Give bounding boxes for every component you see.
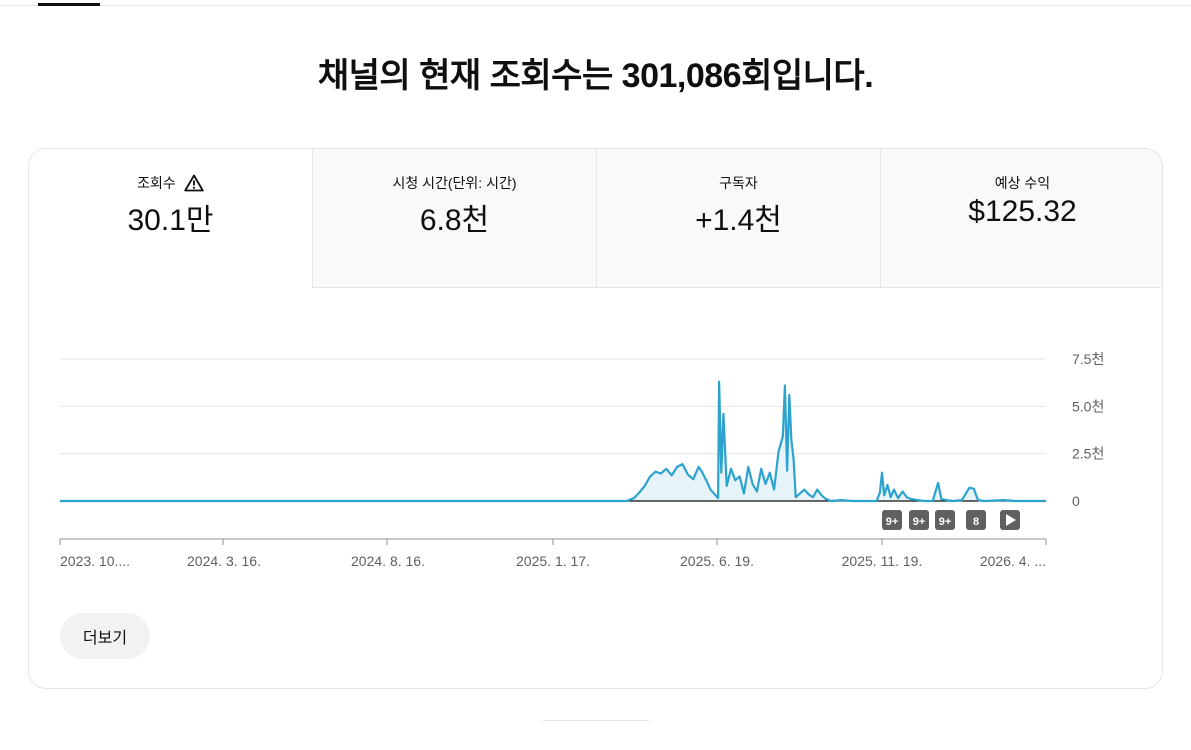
- metric-label: 조회수: [137, 175, 176, 191]
- svg-text:9+: 9+: [886, 516, 899, 528]
- event-marker[interactable]: 8: [966, 510, 986, 530]
- play-marker-icon[interactable]: [1000, 510, 1020, 530]
- metric-tab-watch-time[interactable]: 시청 시간(단위: 시간) 6.8천: [312, 149, 596, 288]
- x-tick-label: 2025. 11. 19.: [842, 553, 923, 569]
- metric-label: 시청 시간(단위: 시간): [392, 175, 517, 191]
- metric-tab-subscribers[interactable]: 구독자 +1.4천: [596, 149, 880, 288]
- metric-value: 6.8천: [419, 204, 490, 237]
- svg-text:9+: 9+: [913, 516, 926, 528]
- metric-value: 30.1만: [127, 204, 214, 237]
- views-chart: 7.5천 5.0천 2.5천 0 9+ 9+ 9+ 8 2023. 10.... 2024. 3.…: [59, 351, 1104, 569]
- top-divider: [0, 5, 1191, 6]
- x-tick-label: 2025. 1. 17.: [516, 553, 590, 569]
- see-more-button[interactable]: 더보기: [60, 613, 150, 659]
- svg-text:9+: 9+: [939, 516, 952, 528]
- analytics-card: 조회수 30.1만 시청 시간(단위: 시간) 6.8천 구독자 +1.4천: [28, 148, 1163, 689]
- metric-value: $125.32: [968, 195, 1077, 228]
- metric-label: 구독자: [719, 175, 758, 191]
- metric-label: 예상 수익: [994, 175, 1051, 191]
- metric-value: +1.4천: [695, 204, 782, 237]
- x-tick-label: 2024. 3. 16.: [187, 553, 261, 569]
- page-title: 채널의 현재 조회수는 301,086회입니다.: [317, 57, 874, 95]
- y-tick-label: 2.5천: [1072, 446, 1104, 462]
- event-marker[interactable]: 9+: [935, 510, 955, 530]
- y-tick-label: 7.5천: [1072, 351, 1104, 367]
- event-marker[interactable]: 9+: [882, 510, 902, 530]
- svg-text:8: 8: [973, 516, 979, 528]
- x-tick-label: 2026. 4. ...: [980, 553, 1046, 569]
- x-tick-label: 2025. 6. 19.: [680, 553, 754, 569]
- y-tick-label: 0: [1072, 493, 1080, 509]
- x-tick-label: 2024. 8. 16.: [351, 553, 425, 569]
- series-line: [60, 380, 1046, 503]
- bottom-divider: [543, 720, 649, 721]
- metric-tabs: 조회수 30.1만 시청 시간(단위: 시간) 6.8천 구독자 +1.4천: [29, 149, 1162, 288]
- active-tab-indicator: [38, 3, 100, 6]
- metric-tab-views[interactable]: 조회수 30.1만: [29, 149, 312, 288]
- y-tick-label: 5.0천: [1072, 398, 1104, 414]
- series-area: [60, 381, 1046, 501]
- x-tick-label: 2023. 10....: [60, 553, 130, 569]
- warning-icon[interactable]: [184, 174, 204, 192]
- event-marker[interactable]: 9+: [909, 510, 929, 530]
- metric-tab-revenue[interactable]: 예상 수익 $125.32: [880, 149, 1162, 288]
